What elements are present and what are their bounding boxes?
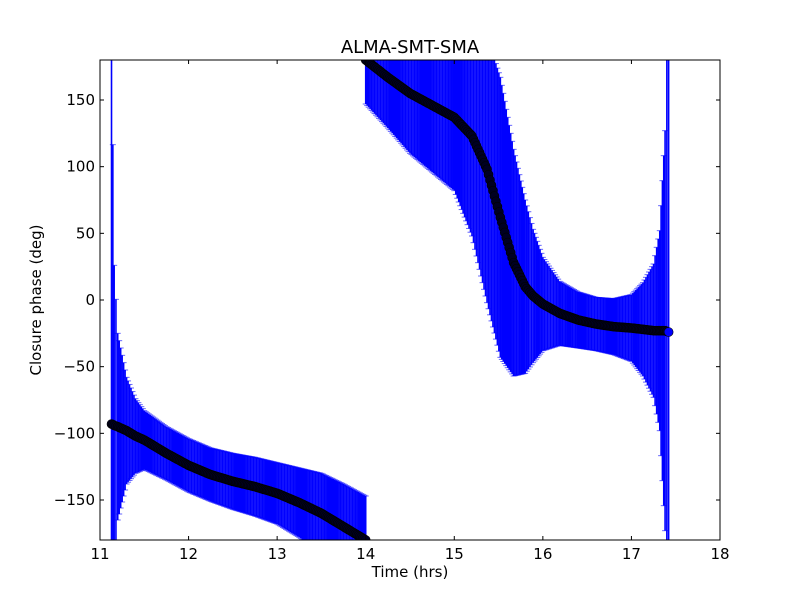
x-tick-label: 16 bbox=[533, 545, 552, 563]
plot-area bbox=[106, 60, 674, 540]
axes-frame bbox=[99, 59, 721, 541]
x-tick-label: 18 bbox=[710, 545, 729, 563]
x-axis-label: Time (hrs) bbox=[371, 563, 449, 581]
y-tick-label: −150 bbox=[54, 491, 95, 509]
x-tick-label: 13 bbox=[268, 545, 287, 563]
axis-ticks: 11 12 13 14 15 16 17 18 −150 −100 −50 0 50 100 150 bbox=[54, 60, 730, 563]
y-tick-label: 50 bbox=[76, 224, 95, 242]
data-point bbox=[663, 327, 674, 337]
y-tick-label: −100 bbox=[54, 424, 95, 442]
x-tick-label: 11 bbox=[90, 545, 109, 563]
y-tick-label: 0 bbox=[85, 291, 95, 309]
chart-title: ALMA-SMT-SMA bbox=[341, 37, 480, 58]
y-tick-label: −50 bbox=[63, 358, 95, 376]
y-tick-label: 100 bbox=[66, 158, 95, 176]
y-tick-label: 150 bbox=[66, 91, 95, 109]
x-tick-label: 17 bbox=[622, 545, 641, 563]
x-tick-label: 14 bbox=[356, 545, 375, 563]
x-tick-label: 15 bbox=[445, 545, 464, 563]
y-axis-label: Closure phase (deg) bbox=[27, 225, 45, 376]
x-tick-label: 12 bbox=[179, 545, 198, 563]
